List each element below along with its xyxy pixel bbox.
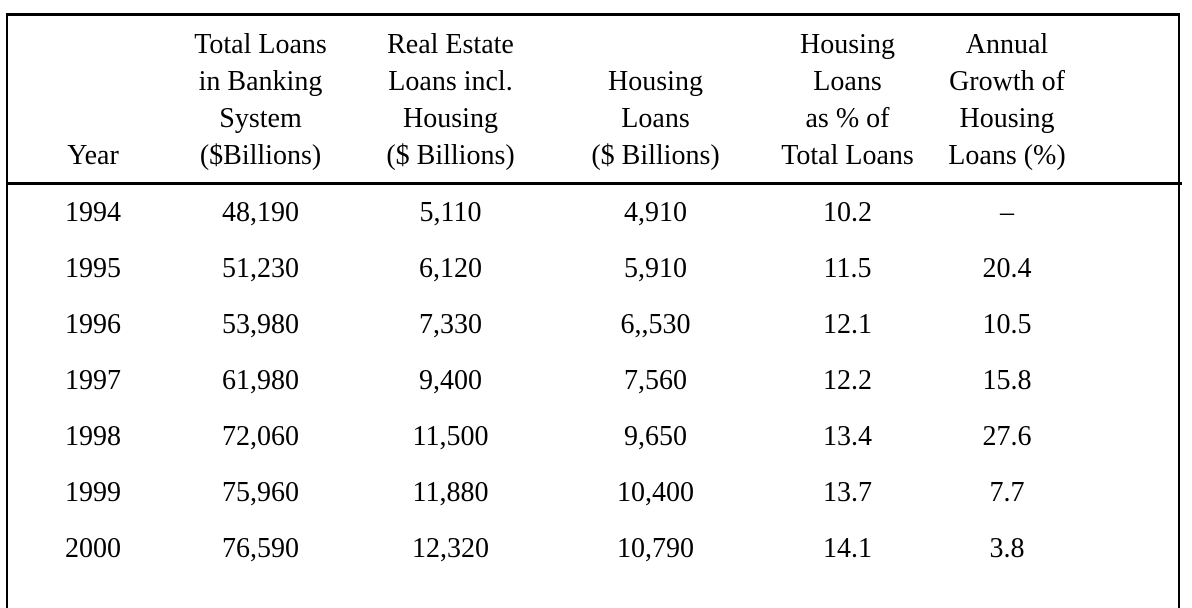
cell-total: 53,980	[222, 309, 299, 340]
cell-housing: 10,400	[617, 477, 694, 508]
table-row: 2000 76,590 12,320 10,790 14.1 3.8	[8, 521, 1182, 577]
column-header-year: Year	[8, 16, 178, 185]
cell-re: 7,330	[419, 309, 482, 340]
cell-year: 1997	[65, 365, 121, 396]
cell-growth: 3.8	[989, 533, 1025, 564]
cell-total: 51,230	[222, 253, 299, 284]
column-header-total-loans: Total Loans in Banking System ($Billions…	[178, 16, 343, 185]
column-header-pct-of-total: Housing Loans as % of Total Loans	[753, 16, 942, 185]
cell-re: 5,110	[419, 197, 482, 228]
column-header-housing-loans: Housing Loans ($ Billions)	[558, 16, 753, 185]
table-row: 1998 72,060 11,500 9,650 13.4 27.6	[8, 409, 1182, 465]
table-row: 1999 75,960 11,880 10,400 13.7 7.7	[8, 465, 1182, 521]
cell-growth: 15.8	[982, 365, 1032, 396]
cell-year: 1995	[65, 253, 121, 284]
cell-housing: 5,910	[624, 253, 687, 284]
cell-housing: 10,790	[617, 533, 694, 564]
cell-year: 2000	[65, 533, 121, 564]
cell-pct: 12.1	[823, 309, 872, 340]
table-row: 1994 48,190 5,110 4,910 10.2 –	[8, 184, 1182, 242]
column-header-annual-growth: Annual Growth of Housing Loans (%)	[942, 16, 1182, 185]
cell-total: 75,960	[222, 477, 299, 508]
cell-growth: 27.6	[982, 421, 1032, 452]
cell-housing: 7,560	[624, 365, 687, 396]
cell-re: 6,120	[419, 253, 482, 284]
table-row: 1995 51,230 6,120 5,910 11.5 20.4	[8, 241, 1182, 297]
table-row: 1996 53,980 7,330 6,,530 12.1 10.5	[8, 297, 1182, 353]
cell-pct: 11.5	[823, 253, 872, 284]
cell-pct: 14.1	[823, 533, 872, 564]
cell-year: 1994	[65, 197, 121, 228]
cell-growth: 10.5	[982, 309, 1032, 340]
table-row: 1997 61,980 9,400 7,560 12.2 15.8	[8, 353, 1182, 409]
cell-total: 76,590	[222, 533, 299, 564]
column-header-real-estate: Real Estate Loans incl. Housing ($ Billi…	[343, 16, 558, 185]
cell-growth: 20.4	[982, 253, 1032, 284]
cell-re: 11,880	[412, 477, 489, 508]
loans-table-frame: Year Total Loans in Banking System ($Bil…	[6, 13, 1182, 608]
cell-growth: –	[1000, 197, 1014, 228]
cell-pct: 13.7	[823, 477, 872, 508]
cell-year: 1999	[65, 477, 121, 508]
cell-housing: 6,,530	[620, 309, 691, 340]
cell-total: 72,060	[222, 421, 299, 452]
housing-loans-table: Year Total Loans in Banking System ($Bil…	[8, 16, 1182, 577]
cell-pct: 13.4	[823, 421, 872, 452]
cell-growth: 7.7	[989, 477, 1025, 508]
cell-total: 61,980	[222, 365, 299, 396]
cell-housing: 4,910	[624, 197, 687, 228]
cell-total: 48,190	[222, 197, 299, 228]
cell-re: 12,320	[412, 533, 489, 564]
cell-re: 9,400	[419, 365, 482, 396]
cell-pct: 10.2	[823, 197, 872, 228]
cell-housing: 9,650	[624, 421, 687, 452]
cell-pct: 12.2	[823, 365, 872, 396]
cell-year: 1996	[65, 309, 121, 340]
cell-re: 11,500	[412, 421, 489, 452]
header-row: Year Total Loans in Banking System ($Bil…	[8, 16, 1182, 185]
cell-year: 1998	[65, 421, 121, 452]
